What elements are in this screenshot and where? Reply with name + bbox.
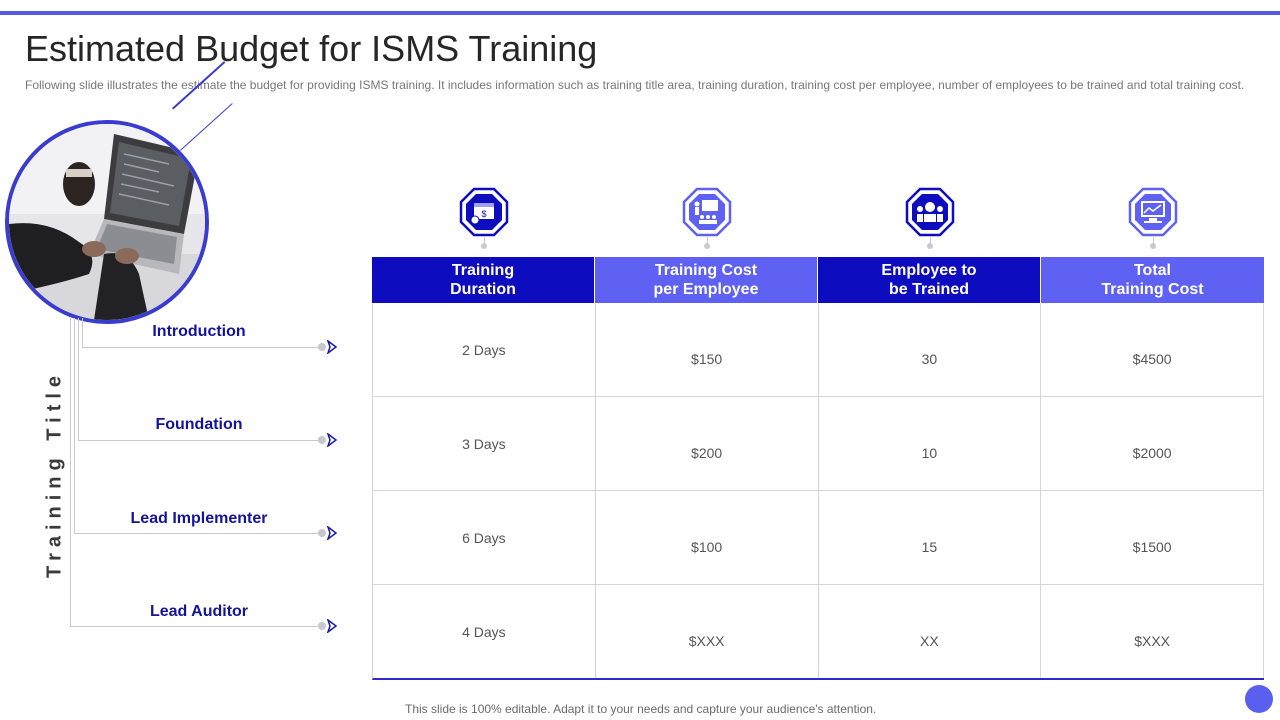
table-cell: XX [819, 585, 1042, 678]
table-cell: 4 Days [373, 585, 596, 678]
table-row: 2 Days $150 30 $4500 [373, 303, 1264, 397]
table-cell: 10 [819, 397, 1042, 490]
table-row: 4 Days $XXX XX $XXX [373, 585, 1264, 678]
table-cell: 3 Days [373, 397, 596, 490]
chevron-right-icon [326, 340, 338, 354]
laptop-photo [5, 120, 209, 324]
table-cell: $XXX [1041, 585, 1264, 678]
budget-table: Training Duration Training Cost per Employ… [372, 257, 1264, 680]
training-title-introduction: Introduction [152, 323, 246, 340]
table-cell: $4500 [1041, 303, 1264, 396]
table-cell: 6 Days [373, 491, 596, 584]
header-training-duration: Training Duration [372, 257, 594, 303]
table-body: 2 Days $150 30 $4500 3 Days $200 10 $200… [372, 303, 1264, 680]
tree-connector [74, 533, 322, 534]
training-title-foundation: Foundation [155, 416, 243, 433]
chevron-right-icon [326, 433, 338, 447]
top-accent-bar [0, 11, 1280, 15]
table-cell: $100 [596, 491, 819, 584]
training-title-lead-implementer: Lead Implementer [130, 510, 268, 527]
header-label: Total Training Cost [1101, 262, 1204, 298]
connector-dot [318, 622, 326, 630]
table-cell: 15 [819, 491, 1042, 584]
table-cell: 2 Days [373, 303, 596, 396]
table-cell: $XXX [596, 585, 819, 678]
header-label: Employee to be Trained [881, 262, 977, 298]
slide-subtitle: Following slide illustrates the estimate… [25, 78, 1245, 92]
connector-dot [318, 436, 326, 444]
table-cell: $200 [596, 397, 819, 490]
connector-dot [927, 243, 933, 249]
tree-connector [70, 626, 322, 627]
training-title-lead-auditor: Lead Auditor [149, 603, 249, 620]
tree-connector [82, 318, 83, 348]
table-cell: $150 [596, 303, 819, 396]
chevron-right-icon [326, 526, 338, 540]
table-cell: $1500 [1041, 491, 1264, 584]
svg-text:$: $ [481, 209, 486, 219]
header-label: Training Duration [450, 262, 516, 298]
tree-connector [78, 318, 79, 441]
presentation-group-icon [682, 187, 732, 237]
decorative-line [180, 103, 233, 151]
table-cell: 30 [819, 303, 1042, 396]
icon-connector [1153, 237, 1154, 247]
header-total-cost: Total Training Cost [1041, 257, 1264, 303]
monitor-chart-icon [1128, 187, 1178, 237]
chevron-right-icon [326, 619, 338, 633]
icon-connector [707, 237, 708, 247]
header-cost-per-employee: Training Cost per Employee [595, 257, 817, 303]
connector-dot [704, 243, 710, 249]
tree-connector [78, 440, 322, 441]
icon-connector [484, 237, 485, 247]
table-cell: $2000 [1041, 397, 1264, 490]
corner-decoration [1245, 685, 1273, 713]
connector-dot [318, 529, 326, 537]
table-row: 3 Days $200 10 $2000 [373, 397, 1264, 491]
calendar-money-icon: $ [459, 187, 509, 237]
icon-connector [930, 237, 931, 247]
connector-dot [1150, 243, 1156, 249]
header-employees-trained: Employee to be Trained [818, 257, 1040, 303]
connector-dot [481, 243, 487, 249]
training-title-vertical-label: Training Title [43, 369, 66, 579]
table-row: 6 Days $100 15 $1500 [373, 491, 1264, 585]
tree-connector [70, 318, 71, 627]
connector-dot [318, 343, 326, 351]
footer-note: This slide is 100% editable. Adapt it to… [405, 702, 877, 716]
slide-title: Estimated Budget for ISMS Training [25, 28, 598, 69]
team-meeting-icon [905, 187, 955, 237]
tree-connector [74, 318, 75, 534]
table-header-row: Training Duration Training Cost per Employ… [372, 257, 1264, 303]
tree-connector [82, 347, 322, 348]
header-label: Training Cost per Employee [653, 262, 759, 298]
